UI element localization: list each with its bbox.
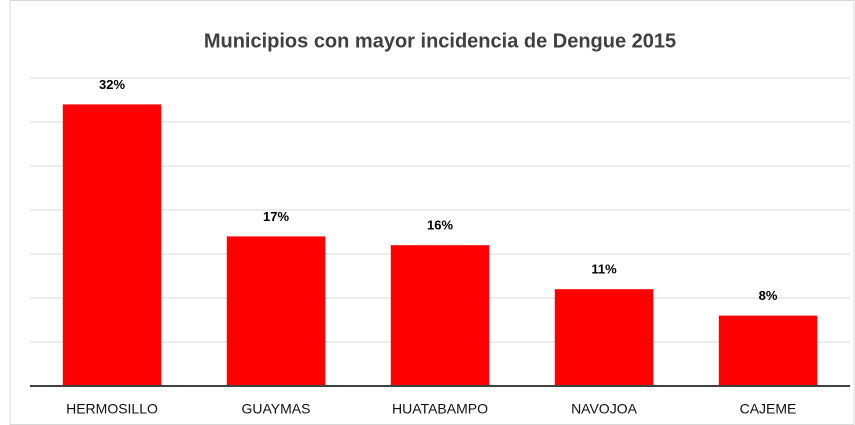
chart-title: Municipios con mayor incidencia de Dengu… [204, 30, 676, 52]
data-label: 8% [759, 288, 778, 303]
data-label: 17% [263, 209, 289, 224]
x-tick-label: NAVOJOA [571, 401, 638, 417]
x-tick-label: HUATABAMPO [392, 401, 488, 417]
data-label: 16% [427, 218, 453, 233]
bar [226, 236, 326, 386]
data-label: 32% [99, 77, 125, 92]
x-tick-label: CAJEME [740, 401, 797, 417]
bar [718, 315, 818, 386]
x-tick-label: GUAYMAS [242, 401, 311, 417]
bar [62, 104, 162, 387]
data-label: 11% [591, 262, 617, 277]
bar [390, 245, 490, 386]
x-tick-label: HERMOSILLO [66, 401, 158, 417]
bar [554, 289, 654, 386]
